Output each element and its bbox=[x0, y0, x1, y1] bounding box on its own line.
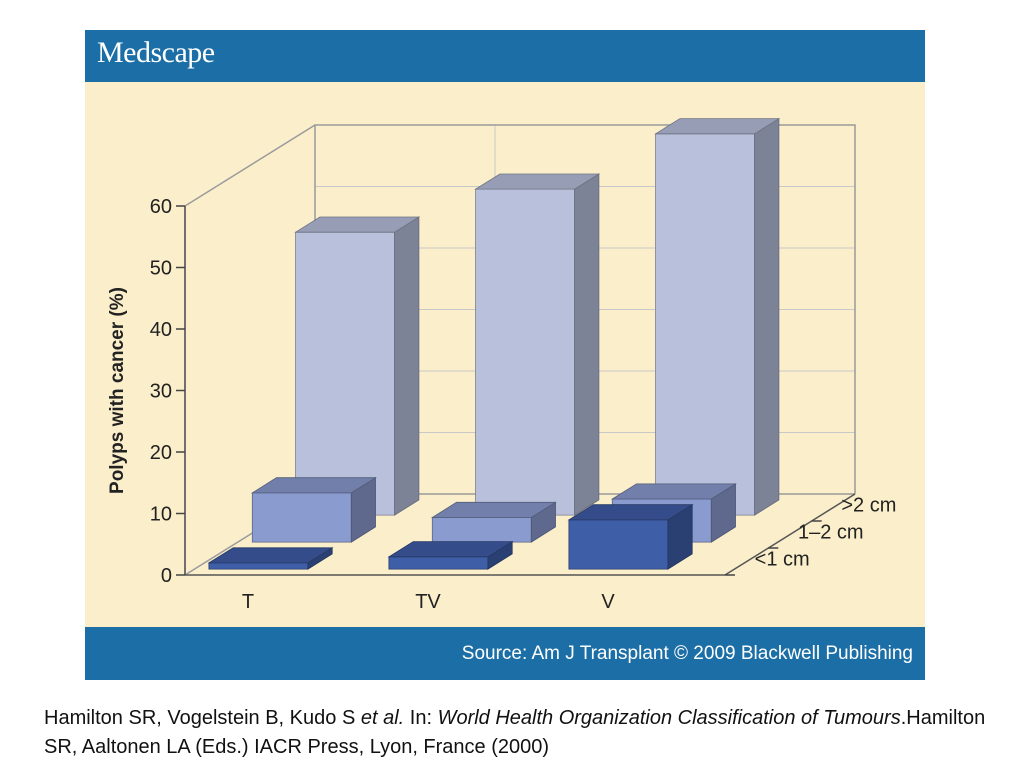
depth-series-label: >2 cm bbox=[841, 495, 896, 517]
depth-series-label: 1–2 cm bbox=[798, 522, 864, 544]
y-axis-label: Polyps with cancer (%) bbox=[107, 287, 128, 494]
y-tick-label: 20 bbox=[150, 442, 172, 464]
bar-front-face bbox=[295, 231, 396, 516]
bar-front-face bbox=[431, 517, 532, 543]
bar-TV-series-0 bbox=[387, 540, 514, 570]
citation-publisher: .Hamilton SR, Aaltonen LA (Eds.) IACR Pr… bbox=[44, 707, 986, 758]
bar-front-face bbox=[388, 556, 489, 570]
bar-side-face bbox=[754, 117, 780, 516]
medscape-logo: Medscape bbox=[97, 36, 215, 69]
bar-T-series-1 bbox=[250, 476, 377, 543]
citation-authors: Hamilton SR, Vogelstein B, Kudo S bbox=[44, 707, 361, 729]
y-tick-label: 30 bbox=[150, 381, 172, 403]
bar-side-face bbox=[394, 216, 420, 516]
bar-front-face bbox=[208, 562, 309, 570]
chart: 0 10 20 30 40 50 60 Polyps with cancer (%) T TV V <… bbox=[107, 117, 896, 613]
y-tick-label: 40 bbox=[150, 319, 172, 341]
figure: Medscape 0 10 20 30 40 50 60 Polyps with cancer… bbox=[85, 30, 925, 680]
bar-front-face bbox=[251, 492, 352, 543]
y-tick-label: 60 bbox=[150, 196, 172, 218]
bar-T-series-2 bbox=[294, 216, 421, 516]
y-tick-label: 0 bbox=[161, 565, 172, 587]
bar-top-face bbox=[250, 477, 377, 494]
bar-T-series-0 bbox=[207, 547, 334, 570]
bar-V-series-0 bbox=[567, 503, 694, 570]
footer-bar: Source: Am J Transplant © 2009 Blackwell… bbox=[85, 627, 925, 680]
y-tick-label: 50 bbox=[150, 258, 172, 280]
depth-series-label: <1 cm bbox=[755, 549, 810, 571]
bar-TV-series-1 bbox=[430, 501, 557, 543]
citation: Hamilton SR, Vogelstein B, Kudo S et al.… bbox=[44, 704, 1019, 762]
bar-front-face bbox=[568, 519, 669, 570]
bar-side-face bbox=[574, 173, 600, 516]
bar-top-face bbox=[387, 541, 514, 558]
citation-book-title: World Health Organization Classification… bbox=[437, 707, 901, 729]
x-category-label: V bbox=[601, 591, 615, 613]
bar-top-face bbox=[610, 483, 737, 500]
x-category-label: T bbox=[242, 591, 254, 613]
bar-front-face bbox=[475, 188, 576, 516]
x-category-label: TV bbox=[415, 591, 441, 613]
source-credit: Source: Am J Transplant © 2009 Blackwell… bbox=[461, 643, 913, 664]
y-tick-label: 10 bbox=[150, 504, 172, 526]
bar-V-series-2 bbox=[654, 117, 781, 516]
bar-top-face bbox=[474, 173, 601, 190]
bar-top-face bbox=[294, 216, 421, 233]
bar-top-face bbox=[207, 547, 334, 564]
bar-front-face bbox=[655, 133, 755, 516]
citation-et-al: et al. bbox=[360, 707, 405, 729]
bar-top-face bbox=[654, 118, 781, 135]
citation-in: In: bbox=[404, 707, 438, 729]
header-bar: Medscape bbox=[85, 30, 925, 82]
bar-top-face bbox=[430, 501, 557, 518]
bar-TV-series-2 bbox=[474, 173, 601, 516]
depth-axis-line bbox=[724, 493, 856, 576]
bar-top-face bbox=[567, 504, 694, 521]
